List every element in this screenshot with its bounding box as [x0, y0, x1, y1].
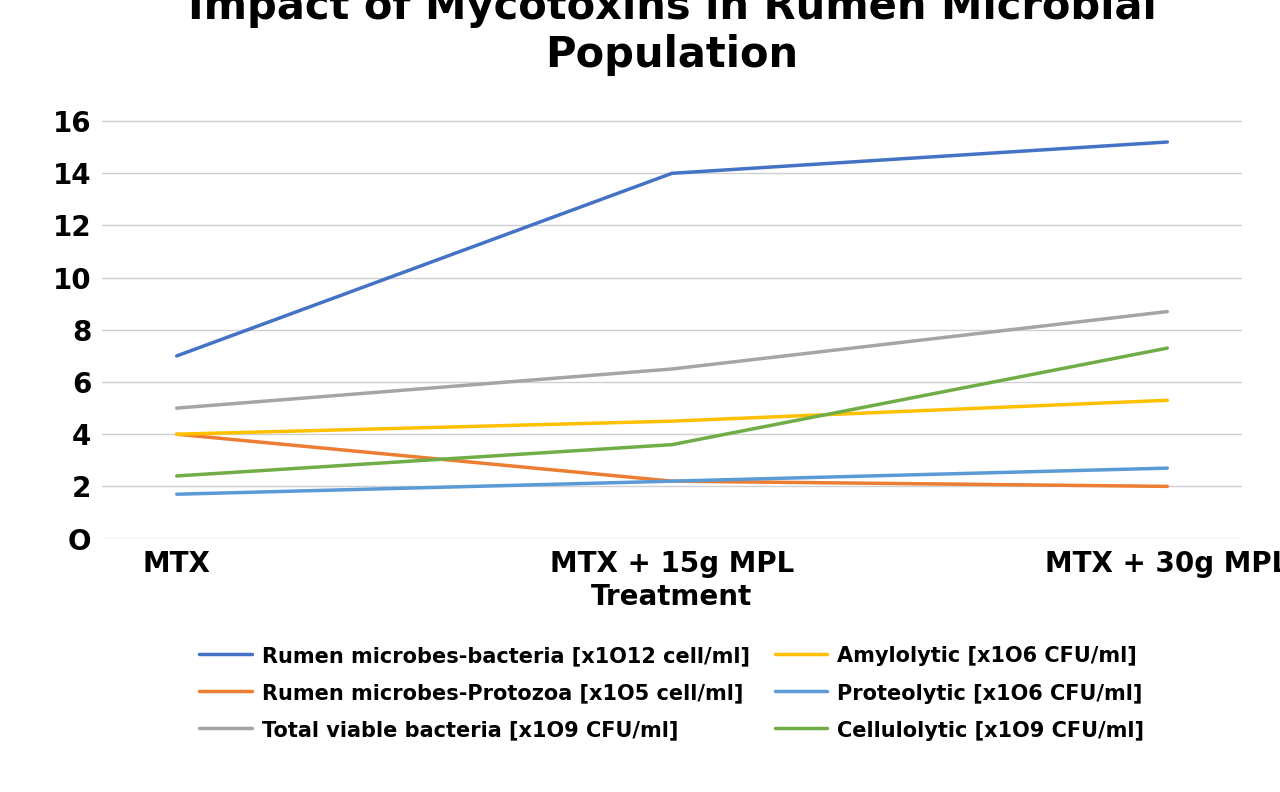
Legend: Rumen microbes-bacteria [x1O12 cell/ml], Rumen microbes-Protozoa [x1O5 cell/ml],: Rumen microbes-bacteria [x1O12 cell/ml],…	[191, 638, 1153, 749]
Rumen microbes-Protozoa [x1O5 cell/ml]	[169, 429, 184, 439]
Proteolytic [x1O6 CFU/ml]	[169, 489, 184, 499]
Rumen microbes-bacteria [x1O12 cell/ml]	[664, 169, 680, 178]
Rumen microbes-Protozoa [x1O5 cell/ml]	[1160, 482, 1175, 491]
Proteolytic [x1O6 CFU/ml]	[664, 477, 680, 486]
Amylolytic [x1O6 CFU/ml]	[664, 417, 680, 426]
X-axis label: Treatment: Treatment	[591, 583, 753, 611]
Line: Rumen microbes-Protozoa [x1O5 cell/ml]: Rumen microbes-Protozoa [x1O5 cell/ml]	[177, 434, 1167, 486]
Cellulolytic [x1O9 CFU/ml]	[664, 440, 680, 449]
Title: Impact of Mycotoxins in Rumen Microbial
Population: Impact of Mycotoxins in Rumen Microbial …	[188, 0, 1156, 76]
Total viable bacteria [x1O9 CFU/ml]	[169, 403, 184, 413]
Line: Amylolytic [x1O6 CFU/ml]: Amylolytic [x1O6 CFU/ml]	[177, 400, 1167, 434]
Rumen microbes-bacteria [x1O12 cell/ml]	[169, 351, 184, 360]
Line: Total viable bacteria [x1O9 CFU/ml]: Total viable bacteria [x1O9 CFU/ml]	[177, 311, 1167, 408]
Line: Proteolytic [x1O6 CFU/ml]: Proteolytic [x1O6 CFU/ml]	[177, 468, 1167, 494]
Rumen microbes-Protozoa [x1O5 cell/ml]	[664, 477, 680, 486]
Line: Rumen microbes-bacteria [x1O12 cell/ml]: Rumen microbes-bacteria [x1O12 cell/ml]	[177, 142, 1167, 356]
Rumen microbes-bacteria [x1O12 cell/ml]	[1160, 137, 1175, 147]
Cellulolytic [x1O9 CFU/ml]	[169, 471, 184, 481]
Amylolytic [x1O6 CFU/ml]	[169, 429, 184, 439]
Cellulolytic [x1O9 CFU/ml]	[1160, 344, 1175, 353]
Total viable bacteria [x1O9 CFU/ml]	[1160, 307, 1175, 316]
Proteolytic [x1O6 CFU/ml]	[1160, 463, 1175, 473]
Total viable bacteria [x1O9 CFU/ml]	[664, 364, 680, 374]
Amylolytic [x1O6 CFU/ml]	[1160, 395, 1175, 405]
Line: Cellulolytic [x1O9 CFU/ml]: Cellulolytic [x1O9 CFU/ml]	[177, 348, 1167, 476]
